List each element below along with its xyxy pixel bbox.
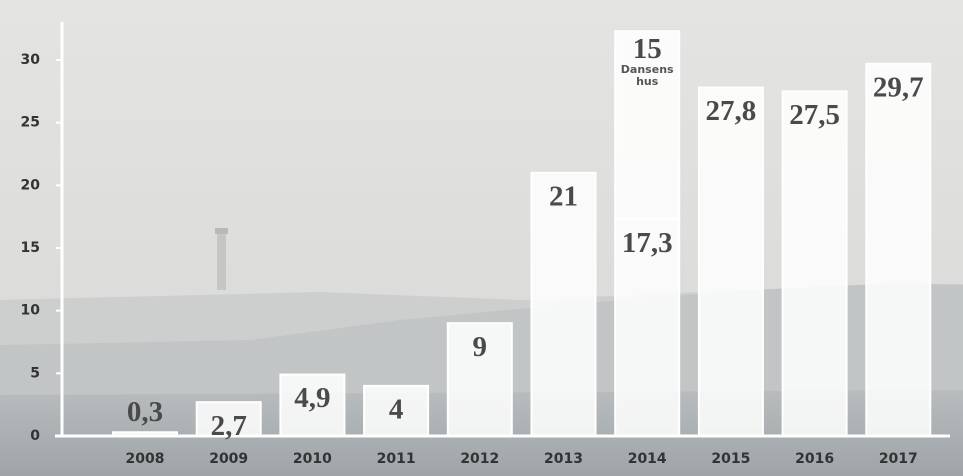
y-tick-label: 30: [21, 52, 41, 68]
bar: [865, 62, 932, 437]
bar: [614, 218, 681, 437]
value-label: 2,7: [211, 410, 247, 442]
segment-name: Dansens hus: [620, 63, 674, 89]
value-label: 29,7: [873, 71, 924, 103]
y-tick-label: 15: [21, 240, 40, 256]
bar: [363, 384, 430, 438]
x-tick-label: 2009: [209, 451, 248, 467]
x-tick-label: 2016: [795, 451, 834, 467]
y-tick-label: 0: [30, 428, 40, 444]
value-label: 9: [473, 331, 488, 363]
value-label: 4,9: [294, 382, 330, 414]
y-tick-label: 5: [30, 365, 40, 381]
y-tick-label: 20: [21, 177, 41, 193]
value-label: 27,5: [789, 99, 840, 131]
bar: [530, 171, 597, 438]
y-tick-label: 10: [21, 303, 41, 319]
x-tick-label: 2014: [628, 451, 667, 467]
x-tick-label: 2010: [293, 451, 332, 467]
y-tick-label: 25: [21, 115, 40, 131]
bar: [697, 86, 764, 437]
bar: [279, 373, 346, 438]
bar: [112, 431, 178, 437]
value-label: 0,3: [127, 396, 163, 428]
bar: [446, 322, 513, 438]
x-tick-label: 2013: [544, 451, 583, 467]
value-label: 21: [549, 180, 578, 212]
x-tick-label: 2011: [377, 451, 416, 467]
bar: [781, 90, 848, 437]
value-label: 27,8: [706, 95, 757, 127]
value-label: 15: [633, 33, 662, 65]
x-tick-label: 2015: [711, 451, 750, 467]
value-label: 17,3: [622, 227, 673, 259]
x-tick-label: 2012: [460, 451, 499, 467]
x-tick-label: 2017: [879, 451, 918, 467]
bar: [195, 401, 262, 438]
bar: [614, 30, 681, 221]
x-tick-label: 2008: [126, 451, 165, 467]
value-label: 4: [389, 394, 404, 426]
